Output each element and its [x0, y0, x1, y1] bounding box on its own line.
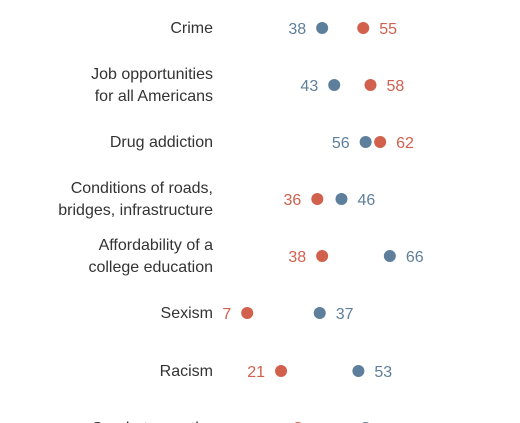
category-label-line: Conditions of roads,	[71, 180, 213, 197]
dot-series-2	[364, 79, 377, 91]
dot-series-2	[241, 307, 254, 319]
value-labels: 38 55 43 58 56 62 46 36 66 38 37 7 53 21 56 28	[222, 21, 423, 423]
category-label-line: Affordability of a	[99, 237, 214, 254]
category-label: Gap between the	[91, 420, 213, 423]
dot-series-2	[311, 193, 324, 205]
value-label-series-2: 38	[288, 249, 306, 266]
category-label-line: college education	[88, 259, 213, 276]
dot-series-1	[328, 79, 341, 91]
category-label-line: Gap between the	[91, 420, 213, 423]
value-label-series-2: 55	[379, 21, 397, 38]
value-label-series-2: 62	[396, 135, 414, 152]
value-label-series-2: 58	[386, 78, 404, 95]
category-label-line: Drug addiction	[110, 134, 213, 151]
value-label-series-1: 66	[406, 249, 424, 266]
dot-series-1	[316, 22, 329, 34]
value-label-series-1: 46	[357, 192, 375, 209]
value-label-series-1: 38	[288, 21, 306, 38]
value-label-series-2: 21	[247, 364, 265, 381]
category-label-line: Job opportunities	[91, 66, 213, 83]
dot-series-2	[374, 136, 387, 148]
dot-series-1	[313, 307, 326, 319]
dot-series-1	[383, 250, 396, 262]
category-label: Crime	[170, 20, 213, 37]
category-label-line: Crime	[170, 20, 213, 37]
category-label: Drug addiction	[110, 134, 213, 151]
category-label: Sexism	[161, 305, 213, 322]
category-label: Affordability of a college education	[88, 237, 213, 276]
dots	[241, 22, 396, 423]
value-label-series-1: 43	[300, 78, 318, 95]
dot-series-1	[335, 193, 348, 205]
category-label-line: for all Americans	[95, 88, 213, 105]
dot-series-1	[359, 136, 372, 148]
value-label-series-1: 37	[336, 306, 354, 323]
value-label-series-2: 36	[284, 192, 302, 209]
category-label: Racism	[160, 363, 213, 380]
category-label-line: Racism	[160, 363, 213, 380]
value-label-series-1: 56	[332, 135, 350, 152]
value-label-series-2: 7	[222, 306, 231, 323]
category-label: Conditions of roads, bridges, infrastruct…	[58, 180, 213, 219]
dot-series-2	[357, 22, 370, 34]
value-label-series-1: 56	[382, 421, 400, 423]
category-label-line: Sexism	[161, 305, 213, 322]
value-label-series-2: 28	[264, 421, 282, 423]
dot-series-2	[275, 365, 288, 377]
category-label-line: bridges, infrastructure	[58, 202, 213, 219]
dot-series-2	[316, 250, 329, 262]
value-label-series-1: 53	[374, 364, 392, 381]
category-label: Job opportunities for all Americans	[91, 66, 213, 105]
dot-series-1	[352, 365, 365, 377]
category-labels: Crime Job opportunities for all Americans D…	[58, 20, 213, 423]
